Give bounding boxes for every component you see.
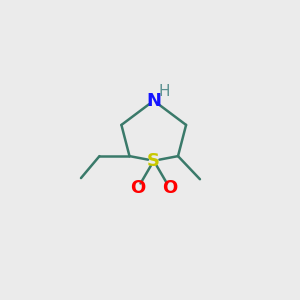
Text: O: O (162, 179, 178, 197)
Text: N: N (146, 92, 161, 110)
Text: S: S (147, 152, 160, 170)
Text: H: H (158, 84, 170, 99)
Text: O: O (130, 179, 145, 197)
